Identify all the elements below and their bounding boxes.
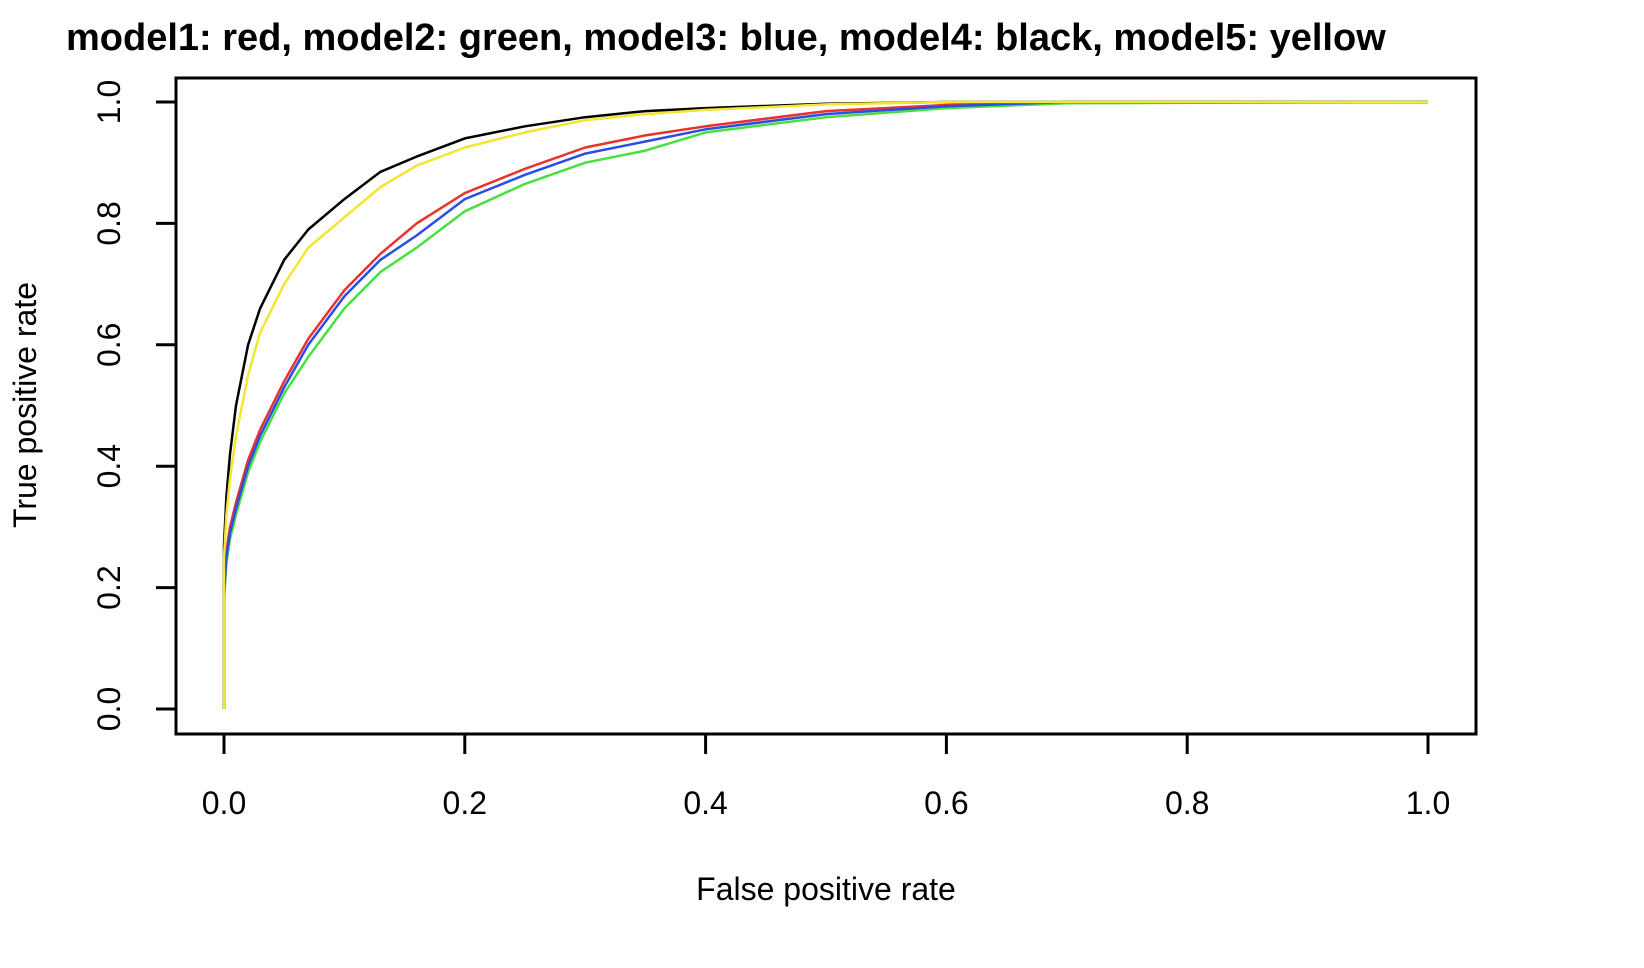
x-tick-label: 0.6 [924,785,968,821]
plot-frame [174,76,1478,736]
chart-title: model1: red, model2: green, model3: blue… [66,17,1386,59]
x-tick-label: 0.0 [202,785,246,821]
x-axis-label: False positive rate [696,871,956,907]
y-tick-label: 0.4 [91,444,127,488]
y-tick-label: 0.8 [91,201,127,245]
series-line-model4 [222,100,1428,709]
series-line-model5 [222,100,1428,709]
y-tick-label: 1.0 [91,80,127,124]
y-tick-label: 0.0 [91,687,127,731]
x-tick-label: 0.8 [1165,785,1209,821]
x-tick-label: 1.0 [1406,785,1450,821]
y-axis-label: True positive rate [7,282,43,528]
x-tick-label: 0.4 [683,785,727,821]
x-axis: 0.0 0.2 0.4 0.6 0.8 1.0 [202,732,1450,821]
series-line-model1 [222,100,1428,709]
y-tick-label: 0.6 [91,323,127,367]
y-axis: 0.0 0.2 0.4 0.6 0.8 1.0 [91,80,178,731]
x-tick-label: 0.2 [443,785,487,821]
series-layer [222,100,1429,709]
y-tick-label: 0.2 [91,565,127,609]
series-line-model2 [222,100,1429,709]
series-line-model3 [222,100,1428,709]
